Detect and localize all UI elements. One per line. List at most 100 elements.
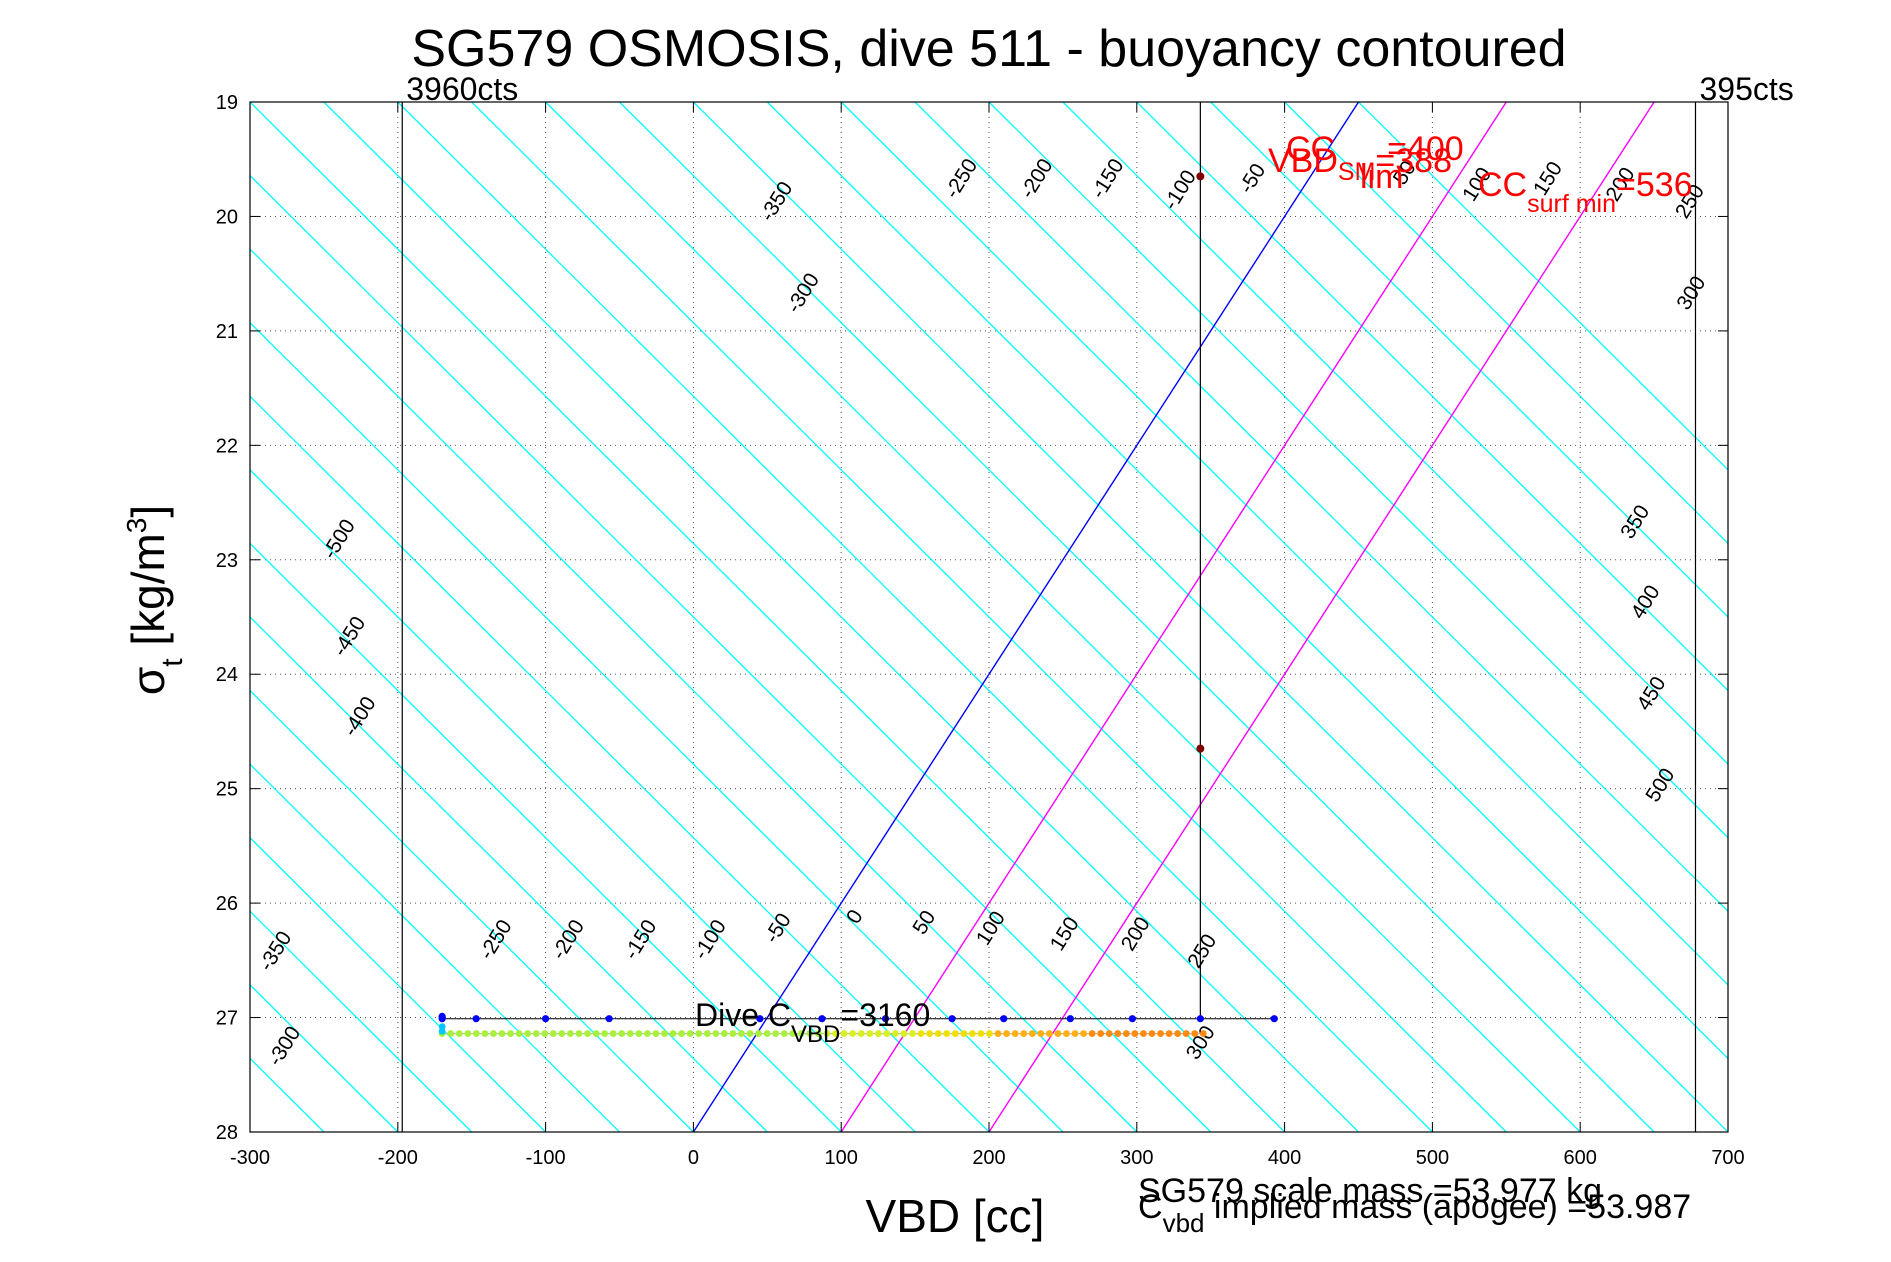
y-axis-label: σt [kg/m3] xyxy=(121,505,189,695)
footer: SG579 scale mass =53.977 kg Cvbd implied… xyxy=(1138,1172,1691,1238)
cast-point xyxy=(738,1030,745,1037)
start-point xyxy=(438,1027,446,1035)
cast-point xyxy=(515,1030,523,1037)
contour-line xyxy=(1062,102,1728,766)
contour-line xyxy=(914,102,1728,913)
cast-point xyxy=(1080,1030,1087,1037)
x-tick-label: 0 xyxy=(688,1147,699,1169)
cast-point xyxy=(1045,1030,1053,1037)
blue-point xyxy=(756,1015,764,1023)
blue-point xyxy=(1270,1015,1278,1023)
contour-line xyxy=(323,102,1359,1132)
cast-point xyxy=(1157,1030,1164,1037)
cast-point xyxy=(1054,1030,1062,1037)
contour-line xyxy=(545,102,1581,1132)
contour-label: 450 xyxy=(1633,673,1671,715)
x-tick-label: 200 xyxy=(972,1147,1005,1169)
x-tick-label: 100 xyxy=(825,1147,858,1169)
cast-point xyxy=(626,1030,634,1037)
cast-point xyxy=(678,1030,686,1037)
axis-ticks: -300 -200 -100 0 100 200 300 400 500 600 700192021… xyxy=(216,92,1745,1169)
contour-line xyxy=(1136,102,1728,692)
buoyancy-contours xyxy=(250,102,1728,1132)
chart-title: SG579 OSMOSIS, dive 511 - buoyancy conto… xyxy=(411,20,1566,78)
cast-point xyxy=(968,1030,976,1037)
contour-line xyxy=(250,542,842,1132)
x-tick-label: 500 xyxy=(1416,1147,1449,1169)
cast-point xyxy=(866,1030,874,1037)
y-tick-label: 25 xyxy=(216,779,238,801)
cast-point xyxy=(507,1030,514,1037)
axis-titles: VBD [cc] σt [kg/m3] xyxy=(121,505,1044,1242)
cast-point xyxy=(840,1030,848,1037)
x-tick-label: -300 xyxy=(230,1147,270,1169)
y-tick-label: 19 xyxy=(216,92,238,114)
contour-line xyxy=(250,174,1212,1132)
contour-label: 300 xyxy=(1672,272,1710,314)
cast-point xyxy=(1003,1030,1011,1037)
y-tick-label: 21 xyxy=(216,321,238,343)
cast-point xyxy=(832,1030,839,1037)
cast-point xyxy=(464,1030,472,1037)
blue-point xyxy=(818,1015,826,1023)
cast-point xyxy=(986,1030,993,1037)
x-tick-label: 600 xyxy=(1564,1147,1597,1169)
cast-point xyxy=(1037,1030,1045,1037)
contour-label: 350 xyxy=(1616,501,1654,543)
contour-line xyxy=(619,102,1655,1132)
implied-mass-text: Cvbd implied mass (apogee) =53.987 xyxy=(1138,1188,1691,1238)
cast-point xyxy=(883,1030,891,1037)
blue-point xyxy=(605,1015,613,1023)
cast-point xyxy=(532,1030,540,1037)
blue-point xyxy=(438,1012,446,1021)
cast-point xyxy=(1165,1030,1173,1037)
cast-point xyxy=(524,1030,532,1037)
contour-label: -350 xyxy=(756,178,798,226)
contour-label: -100 xyxy=(689,916,731,964)
cast-point xyxy=(746,1030,754,1037)
contour-line xyxy=(766,102,1728,1060)
cast-point xyxy=(1063,1030,1070,1037)
contour-line xyxy=(250,248,1138,1132)
cast-point xyxy=(823,1030,831,1037)
contour-label: -250 xyxy=(475,916,517,964)
cast-point xyxy=(1140,1030,1147,1037)
x-tick-label: -100 xyxy=(526,1147,566,1169)
cast-point xyxy=(943,1030,951,1037)
contour-line xyxy=(1284,102,1728,545)
y-tick-label: 26 xyxy=(216,893,238,915)
contour-label: -500 xyxy=(318,515,360,563)
contour-line xyxy=(250,763,620,1132)
contour-line xyxy=(1210,102,1728,618)
cast-point xyxy=(720,1030,728,1037)
cast-point xyxy=(669,1030,677,1037)
contour-line xyxy=(692,102,1728,1132)
cast-point xyxy=(1131,1030,1139,1037)
cast-point xyxy=(926,1030,934,1037)
cast-point xyxy=(900,1030,908,1037)
cast-point xyxy=(763,1030,771,1037)
cast-point xyxy=(934,1030,942,1037)
blue-reference-line xyxy=(692,102,1360,1132)
cast-point xyxy=(601,1030,609,1037)
cast-point xyxy=(686,1030,694,1037)
count-line-label: 3960cts xyxy=(406,71,518,107)
y-tick-label: 27 xyxy=(216,1008,238,1030)
cast-point xyxy=(1011,1030,1019,1037)
x-tick-label: 700 xyxy=(1711,1147,1744,1169)
blue-point xyxy=(1128,1015,1136,1023)
contour-line xyxy=(250,983,399,1132)
cast-point xyxy=(960,1030,968,1037)
cast-point xyxy=(772,1030,780,1037)
contour-line xyxy=(250,836,547,1132)
dive-c-vbd-annotation: Dive CVBD=3160 xyxy=(695,997,930,1048)
cast-point xyxy=(1182,1030,1190,1037)
contour-label: 50 xyxy=(908,907,940,939)
cast-point xyxy=(661,1030,668,1037)
contour-line xyxy=(250,395,990,1132)
upper-point xyxy=(1196,744,1205,753)
cast-point xyxy=(712,1030,720,1037)
cast-point xyxy=(1097,1030,1105,1037)
cast-point xyxy=(575,1030,583,1037)
